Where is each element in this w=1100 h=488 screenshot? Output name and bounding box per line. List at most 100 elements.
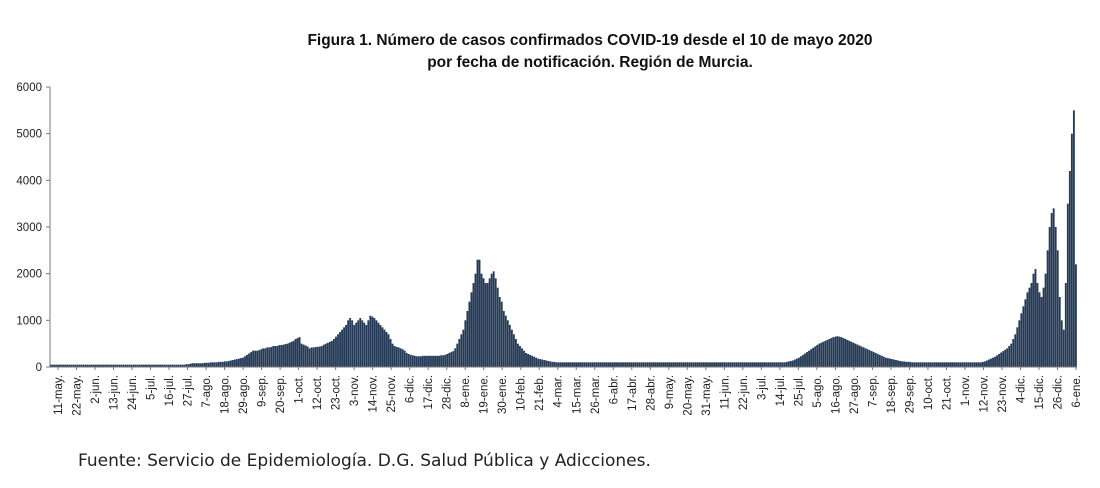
bar [179, 364, 182, 367]
bar [272, 346, 275, 367]
bar [185, 364, 188, 367]
bar [250, 352, 252, 367]
bar [440, 355, 443, 367]
bar [512, 334, 515, 367]
bar [223, 361, 226, 367]
bar [1026, 292, 1029, 367]
bar [343, 327, 345, 367]
bar [941, 362, 944, 367]
x-tick-label: 3-jul. [756, 375, 768, 400]
bar [452, 351, 455, 367]
bar [998, 353, 1001, 367]
bar [636, 362, 639, 367]
x-tick-label: 22-may. [72, 375, 84, 416]
bar [977, 362, 980, 367]
bar [1060, 320, 1063, 367]
bar [555, 362, 558, 367]
bar [612, 362, 614, 367]
bar [391, 343, 394, 367]
bar [903, 361, 905, 367]
bar [331, 340, 333, 367]
x-tick-label: 2-jun. [90, 375, 102, 404]
bar [122, 364, 125, 367]
bar [308, 348, 311, 367]
bar [432, 355, 434, 367]
bar [383, 329, 386, 367]
bar [680, 362, 683, 367]
bar [899, 360, 901, 367]
bar [666, 362, 669, 367]
bar [529, 354, 531, 367]
bar [719, 362, 722, 367]
bar [486, 283, 489, 367]
bar [478, 259, 481, 367]
bar [128, 364, 131, 367]
bar [990, 358, 992, 367]
bar [181, 364, 184, 367]
bar [670, 362, 673, 367]
bar [535, 357, 538, 367]
bar [569, 362, 572, 367]
bar [171, 364, 174, 367]
bar [1074, 264, 1077, 367]
bar [355, 322, 358, 367]
bar [783, 362, 786, 367]
bar [690, 362, 693, 367]
bar [385, 332, 388, 367]
x-tick-label: 16-jul. [164, 375, 176, 406]
bar [521, 348, 523, 367]
bar [638, 362, 641, 367]
bar [939, 362, 942, 367]
bar [872, 352, 875, 367]
bar [310, 347, 313, 367]
bar [915, 362, 918, 367]
bar [759, 362, 762, 367]
bar [476, 259, 479, 367]
bar [193, 363, 196, 367]
x-tick-label: 4-mar. [553, 375, 565, 408]
bar [963, 362, 966, 367]
bar [145, 364, 147, 367]
bar [155, 364, 157, 367]
bar [1004, 349, 1007, 367]
x-tick-label: 16-ago. [830, 375, 842, 414]
bar [274, 346, 277, 367]
bar [650, 362, 653, 367]
bar [496, 287, 499, 367]
bar [84, 364, 87, 367]
bar [587, 362, 590, 367]
bar [1000, 352, 1003, 367]
bar [1032, 273, 1035, 367]
x-tick-label: 14-jul. [775, 375, 787, 406]
bar [341, 329, 343, 367]
bar [682, 362, 685, 367]
x-tick-label: 1-nov. [960, 375, 972, 406]
bar [996, 355, 998, 367]
source-note: Fuente: Servicio de Epidemiología. D.G. … [78, 451, 651, 471]
bar [191, 363, 194, 367]
x-tick-label: 5-ago. [812, 375, 824, 408]
bar [387, 334, 390, 367]
bar [80, 364, 83, 367]
bar [361, 320, 364, 367]
bar [893, 359, 895, 367]
bar [1072, 110, 1075, 367]
bar [98, 364, 101, 367]
x-tick-label: 23-nov. [997, 375, 1009, 413]
bar [692, 362, 695, 367]
bar [715, 362, 717, 367]
bar [591, 362, 594, 367]
bar [167, 364, 170, 367]
x-tick-label: 24-jun. [127, 375, 139, 410]
bar [203, 362, 206, 367]
bar [458, 339, 461, 367]
bar [880, 355, 883, 367]
bar [921, 362, 924, 367]
bar [642, 362, 645, 367]
bar [951, 362, 954, 367]
bar [581, 362, 584, 367]
bar [559, 362, 562, 367]
bar [68, 364, 71, 367]
bar [444, 354, 447, 367]
bar [895, 360, 897, 367]
